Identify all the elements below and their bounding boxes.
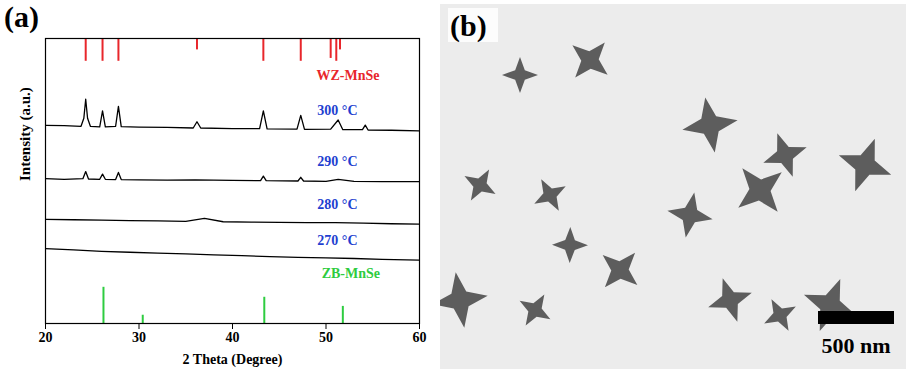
svg-text:30: 30 [132,330,146,345]
svg-text:50: 50 [319,330,333,345]
svg-text:WZ-MnSe: WZ-MnSe [317,68,380,83]
svg-text:60: 60 [413,330,427,345]
svg-text:20: 20 [39,330,53,345]
svg-text:ZB-MnSe: ZB-MnSe [322,266,380,281]
svg-text:290 °C: 290 °C [317,154,357,169]
html-text:(a): (a) [4,0,39,33]
svg-text:40: 40 [226,330,240,345]
svg-text:500 nm: 500 nm [821,333,890,358]
svg-text:270 °C: 270 °C [317,233,357,248]
svg-text:2 Theta (Degree): 2 Theta (Degree) [183,352,283,368]
svg-text:Intensity (a.u.): Intensity (a.u.) [17,87,34,181]
svg-text:300 °C: 300 °C [317,103,357,118]
svg-text:(b): (b) [450,9,487,43]
svg-text:280 °C: 280 °C [317,197,357,212]
